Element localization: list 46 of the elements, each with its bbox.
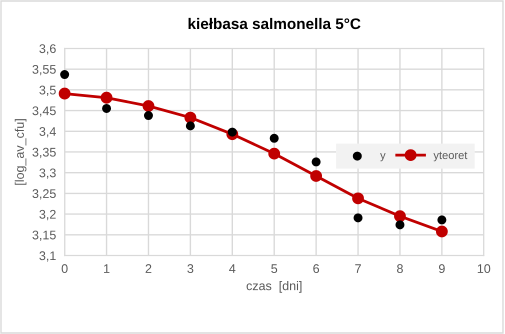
point (186, 121, 195, 130)
point (142, 100, 154, 112)
point (144, 111, 153, 120)
legend-label: yteoret (433, 152, 468, 162)
y-tick-label: 3,35 (32, 148, 56, 158)
y-tick-label: 3,45 (32, 106, 56, 117)
y-tick-label: 3,1 (39, 251, 56, 262)
point (102, 104, 112, 113)
y-tick-label: 3,2 (39, 210, 56, 220)
point (184, 112, 196, 124)
point (437, 215, 446, 224)
point (436, 226, 448, 238)
point (395, 220, 404, 230)
point (352, 192, 364, 204)
point (58, 88, 71, 100)
x-tick-label: 3 (187, 264, 194, 274)
y-tick-label: 3,15 (32, 230, 56, 241)
x-tick-label: 7 (355, 264, 361, 273)
x-tick-label: 9 (438, 264, 445, 274)
x-tick-label: 8 (397, 264, 403, 274)
point (100, 92, 112, 104)
x-tick-label: 6 (313, 264, 320, 274)
point (310, 170, 322, 182)
x-tick-label: 2 (146, 264, 152, 273)
x-tick-label: 5 (271, 264, 278, 274)
point (268, 148, 280, 160)
y-tick-label: 3,5 (39, 86, 56, 96)
point (312, 157, 321, 166)
point (394, 210, 406, 222)
x-axis-title: czas [dni] (246, 281, 302, 293)
y-tick-label: 3,3 (39, 168, 56, 179)
y-tick-label: 3,55 (32, 64, 56, 76)
x-tick-label: 0 (62, 264, 68, 274)
y-tick-label: 3,4 (39, 127, 56, 138)
chart-title: kiełbasa salmonella 5°C (188, 18, 361, 30)
y-tick-label: 3,6 (39, 44, 56, 55)
point (354, 213, 363, 222)
y-tick-label: 3,25 (32, 189, 56, 200)
point (60, 70, 70, 80)
point (270, 134, 279, 143)
x-tick-label: 4 (229, 264, 236, 273)
point (228, 128, 237, 137)
x-tick-label: 1 (104, 264, 110, 273)
x-tick-label: 10 (478, 264, 490, 274)
legend-label: y (380, 153, 386, 162)
y-axis-title: [log_av_cfu] (14, 119, 26, 185)
